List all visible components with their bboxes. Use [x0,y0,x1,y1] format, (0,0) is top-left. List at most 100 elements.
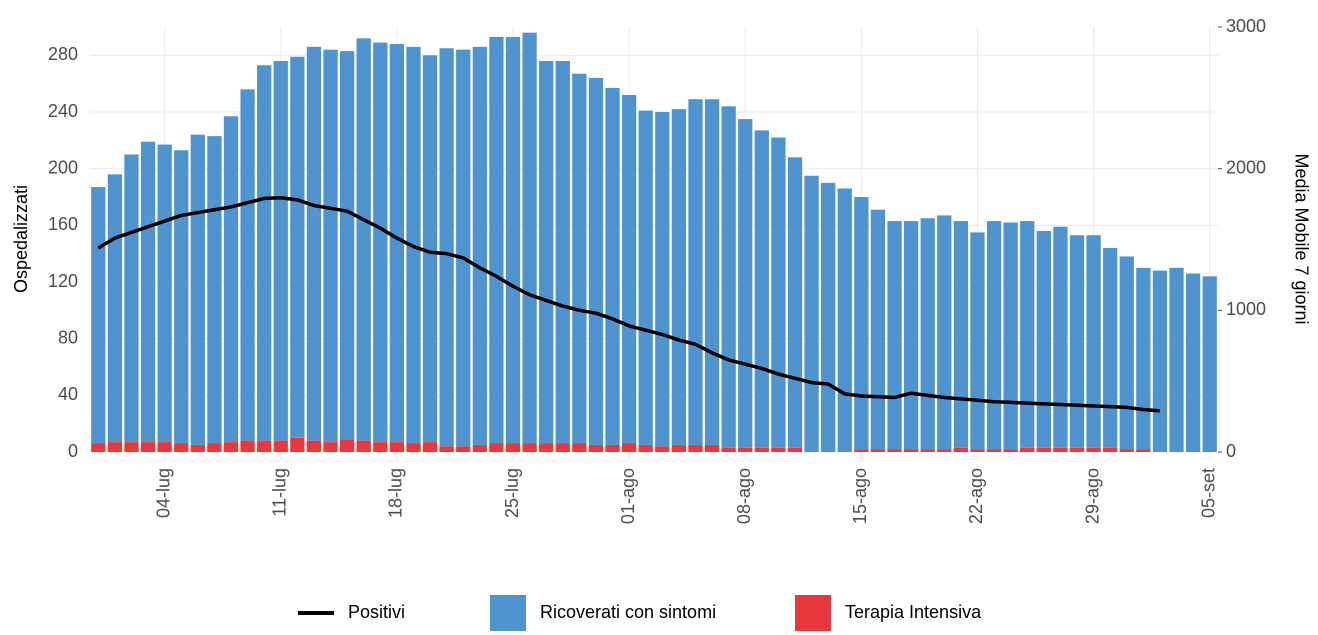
y-tick-label: 240 [48,101,78,121]
bar [124,442,139,452]
bar [621,443,637,452]
y-tick-label: 200 [48,157,78,177]
bar [140,141,156,443]
bar [572,73,587,444]
bar [671,444,687,452]
x-tick-label: 18-lug [386,468,406,518]
bar [953,447,969,452]
bar [688,99,703,445]
bar [804,175,819,452]
bar [323,49,338,443]
bar [257,440,272,452]
x-tick-label: 11-lug [270,468,290,517]
bar [223,116,239,443]
bar [91,443,106,452]
bar [1136,449,1151,452]
bar [920,449,935,452]
bar [1020,447,1035,452]
bar [174,150,189,444]
bar [157,442,172,452]
bar [555,61,570,444]
y-tick-label: 40 [58,384,78,404]
bar [738,119,753,448]
x-tick-label: 08-ago [734,468,754,524]
bar [1086,447,1101,452]
bar [688,444,703,452]
bar [970,232,985,450]
bar [1202,276,1217,452]
y-tick-label: 280 [48,44,78,64]
bar [223,442,239,452]
bar [306,46,322,441]
bar [738,447,753,452]
bar [754,130,769,448]
bar [306,440,322,452]
bar [655,112,670,447]
bar [970,449,985,452]
bar [505,443,521,452]
bar [655,446,670,452]
y2-axis-title: Media Mobile 7 giorni [1291,153,1311,324]
y2-tick-label: 0 [1226,441,1236,461]
bar [389,44,405,443]
bar [771,447,786,452]
x-tick-label: 01-ago [618,468,638,524]
bar [456,49,471,447]
bar [754,447,769,452]
bar [854,197,869,450]
bar [339,51,355,440]
x-tick-label: 05-set [1198,468,1218,518]
bar [505,36,521,444]
bar [638,444,653,452]
bar [456,446,471,452]
bar [406,443,421,452]
bar [356,38,371,441]
bar [572,443,587,452]
bar [937,449,952,452]
bar [1136,267,1151,450]
bar [522,32,537,444]
bar [472,444,487,452]
bar [704,99,720,445]
bar [1152,270,1168,452]
bar [771,137,786,448]
bar [671,109,687,445]
bar [290,437,305,452]
bar [539,443,554,452]
bar [190,134,205,445]
bar [91,187,106,444]
bar [1003,449,1018,452]
bar [107,174,123,443]
bar [887,449,902,452]
bar [937,215,952,450]
bar [257,65,272,441]
y-tick-label: 0 [68,441,78,461]
bar [605,87,620,445]
bar [1103,447,1118,452]
bar [704,444,720,452]
bar [605,444,620,452]
bar [190,444,205,452]
bar [986,221,1002,450]
bar [721,447,736,452]
bar [389,442,405,452]
bar [1003,222,1018,450]
bar [870,209,886,450]
bar [1119,449,1134,452]
bar [290,56,305,438]
y-axis-title: Ospedalizzati [11,185,31,293]
bar [1169,267,1184,452]
bar [1086,235,1101,448]
bar [1069,235,1085,448]
bar [887,221,902,450]
y-tick-label: 120 [48,271,78,291]
bar [555,443,570,452]
bar [124,154,139,443]
line [97,195,1161,413]
y2-tick-label: 2000 [1226,157,1266,177]
bar [207,136,222,444]
y2-tick-label: 1000 [1226,299,1266,319]
bar [1036,231,1051,448]
y-tick-label: 160 [48,214,78,234]
bar [953,221,969,448]
